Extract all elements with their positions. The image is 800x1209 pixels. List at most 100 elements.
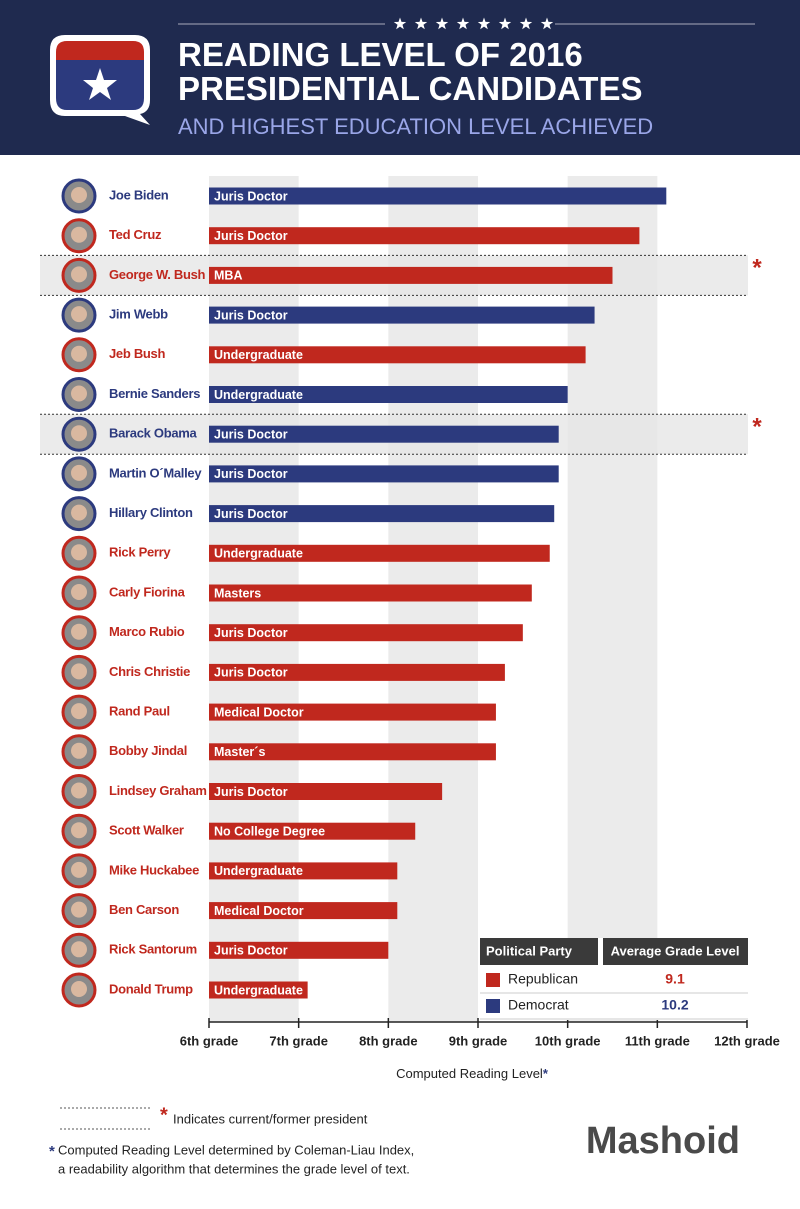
y-tick-label: Bobby Jindal [109,743,187,758]
avatar-face [71,584,87,600]
bar-label: Undergraduate [214,864,303,878]
bar [209,306,595,324]
avatar-face [71,782,87,799]
star [393,17,407,30]
highlight-marker: * [752,255,762,282]
y-tick-label: Lindsey Graham [109,783,207,798]
header-art [50,17,755,125]
avatar-face [71,306,87,323]
bar-label: Juris Doctor [214,626,288,640]
y-tick-label: Scott Walker [109,823,184,838]
y-tick-label: Ben Carson [109,902,179,917]
legend-value: 9.1 [665,971,685,987]
bar-label: Masters [214,586,261,600]
footnote-marker: * [49,1143,55,1160]
avatar-face [71,623,87,640]
legend-header-text: Average Grade Level [611,943,740,958]
y-tick-label: Martin O´Malley [109,465,202,480]
bar-label: Juris Doctor [214,785,288,799]
bar-label: Juris Doctor [214,189,288,203]
y-tick-label: Jim Webb [109,307,168,322]
stars [393,17,554,30]
bar [209,743,496,761]
bar-label: Undergraduate [214,983,303,997]
bar-label: Juris Doctor [214,308,288,322]
legend-header [603,938,748,965]
star [477,17,491,30]
bar-label: No College Degree [214,824,325,838]
bar [209,783,443,800]
avatar-face [71,385,87,402]
bar-label: Juris Doctor [214,229,288,243]
y-tick-label: Mike Huckabee [109,862,199,877]
bar [209,703,496,721]
avatar-face [71,663,87,680]
bar [209,822,416,840]
y-tick-label: Marco Rubio [109,624,185,639]
y-tick-label: Rick Santorum [109,942,197,957]
avatar-face [71,345,87,362]
y-tick-label: Rick Perry [109,545,171,560]
x-tick-label: 9th grade [449,1033,508,1048]
bar-label: Juris Doctor [214,944,288,958]
bar [209,187,667,205]
star [519,17,533,30]
bar [209,544,550,562]
bar [209,584,532,602]
bar-label: Undergraduate [214,388,303,402]
bar [209,663,505,681]
chart: * * Joe Biden Juris Doctor Ted Cruz Juris Doc… [40,176,780,1176]
legend-label: Democrat [508,997,569,1013]
y-tick-label: Donald Trump [109,981,193,996]
star [414,17,428,30]
bar [209,505,555,523]
note-text: Indicates current/former president [173,1111,368,1126]
avatar-face [71,941,87,958]
bar [209,465,559,483]
avatar-face [71,742,87,759]
bar [209,346,586,364]
avatar-face [71,544,87,561]
y-tick-label: Carly Fiorina [109,584,186,599]
star [435,17,449,30]
star [456,17,470,30]
x-tick-label: 7th grade [269,1033,328,1048]
logo-stripes [56,41,144,60]
bar [209,862,398,880]
y-tick-label: Bernie Sanders [109,386,200,401]
header: READING LEVEL OF 2016 PRESIDENTIAL CANDI… [0,0,800,155]
title: READING LEVEL OF 2016 PRESIDENTIAL CANDI… [178,36,643,107]
subtitle: AND HIGHEST EDUCATION LEVEL ACHIEVED [178,114,654,139]
y-tick-label: Joe Biden [109,187,169,202]
bar [209,902,398,920]
avatar-face [71,266,87,283]
bar [209,266,613,284]
footnote-text: a readability algorithm that determines … [58,1161,410,1176]
x-axis-label: Computed Reading Level* [396,1066,549,1081]
avatar-face [71,504,87,521]
highlight-marker: * [752,414,762,441]
bar [209,227,640,245]
y-tick-label: Hillary Clinton [109,505,193,520]
avatar-face [71,464,87,481]
bar-label: Juris Doctor [214,427,288,441]
star [498,17,512,30]
bar-label: Undergraduate [214,547,303,561]
legend-swatch [486,999,500,1013]
x-tick-label: 8th grade [359,1033,418,1048]
x-tick-label: 10th grade [535,1033,601,1048]
avatar-face [71,226,87,243]
y-tick-label: George W. Bush [109,267,206,282]
legend-header-text: Political Party [486,943,573,958]
bar-label: Undergraduate [214,348,303,362]
y-tick-label: Chris Christie [109,664,190,679]
bar-label: Juris Doctor [214,666,288,680]
y-tick-label: Ted Cruz [109,227,162,242]
footnote-text: Computed Reading Level determined by Col… [58,1142,414,1157]
x-axis-label-marker: * [543,1066,549,1081]
bar-label: Juris Doctor [214,467,288,481]
bar [209,425,559,443]
avatar-face [71,425,87,442]
bar-label: Medical Doctor [214,904,304,918]
